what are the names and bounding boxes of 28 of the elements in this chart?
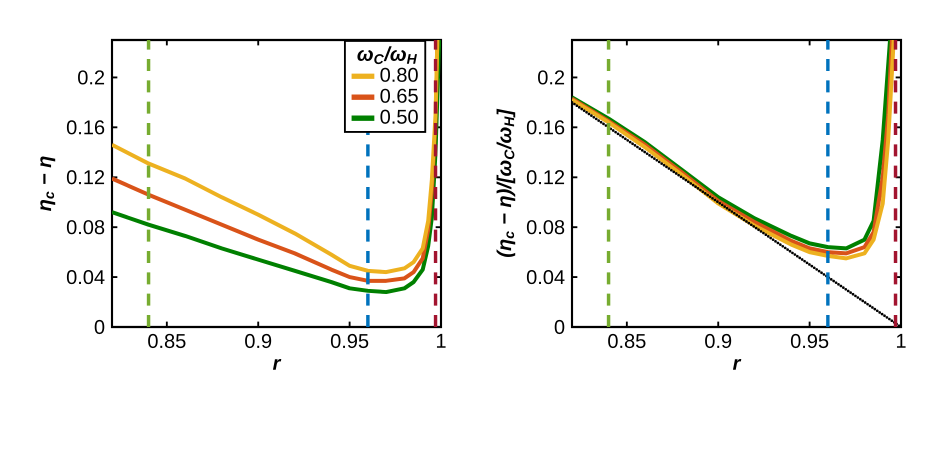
y-tick-label: 0.16 <box>66 120 104 134</box>
legend-label: 0.80 <box>380 68 418 82</box>
y-tick-label: 0.04 <box>526 270 564 284</box>
x-tick-label: 0.95 <box>330 334 368 348</box>
x-axis-title: r <box>732 359 742 370</box>
y-tick-label: 0.12 <box>66 170 104 184</box>
x-tick-label: 0.85 <box>608 334 646 348</box>
y-tick-label: 0.2 <box>78 70 104 85</box>
legend-label: 0.65 <box>380 88 418 103</box>
x-axis-title: r <box>272 359 282 370</box>
x-tick-label: 1 <box>436 334 446 348</box>
x-tick-label: 1 <box>896 334 906 348</box>
y-tick-label: 0.08 <box>526 220 564 234</box>
y-tick-label: 0.2 <box>538 70 564 85</box>
y-tick-label: 0.12 <box>526 170 564 184</box>
y-tick-label: 0.04 <box>66 270 104 284</box>
y-axis-title: η$_{c}$ − η <box>40 156 56 211</box>
legend-label: 0.50 <box>380 110 418 124</box>
y-tick-label: 0.16 <box>526 120 564 134</box>
y-tick-label: 0 <box>554 320 564 334</box>
x-tick-label: 0.85 <box>148 334 186 348</box>
y-axis-title: (η$_{c}$ − η)/[ω$_{C}$/ω$_{H}$] <box>496 108 516 257</box>
x-tick-label: 0.9 <box>245 334 272 348</box>
legend-title: ω$_{C}$/ω$_{H}$ <box>357 46 417 64</box>
y-tick-label: 0 <box>94 320 104 334</box>
x-tick-label: 0.95 <box>790 334 828 348</box>
x-tick-label: 0.9 <box>705 334 732 348</box>
y-tick-label: 0.08 <box>66 220 104 234</box>
